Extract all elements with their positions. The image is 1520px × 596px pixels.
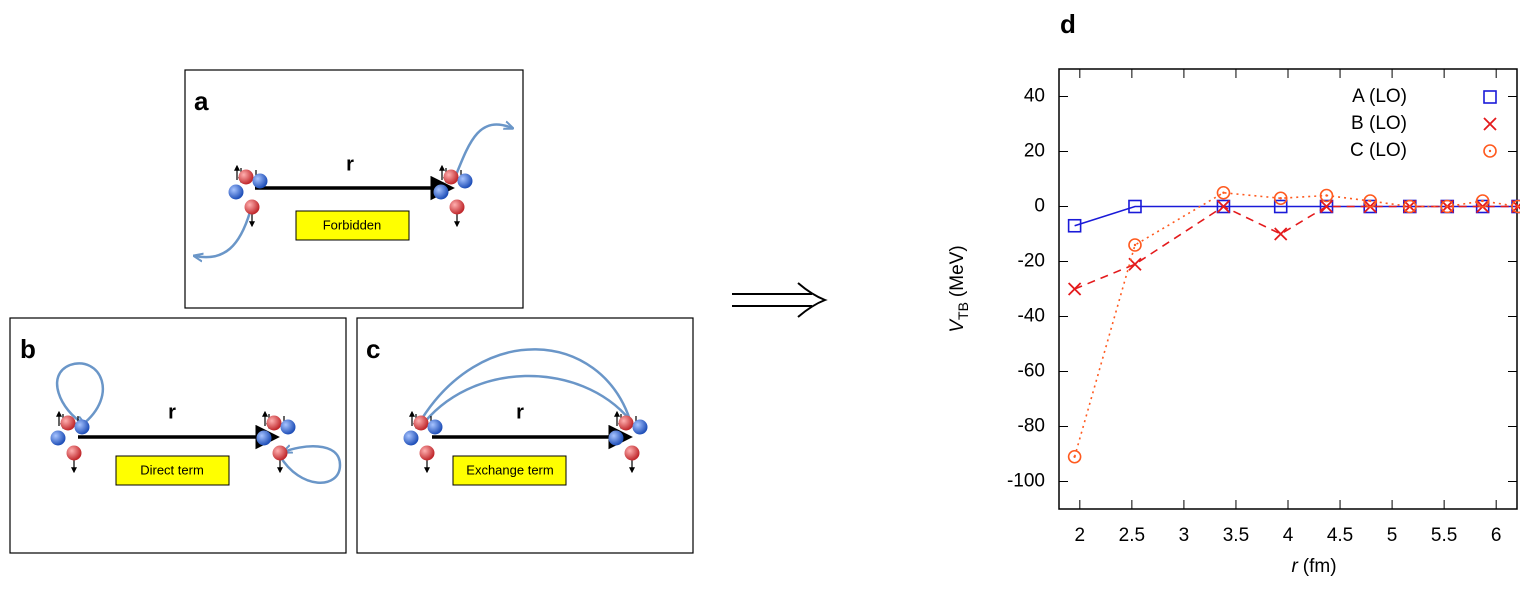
point-dot [1222,192,1224,194]
y-tick-label: 0 [1034,196,1045,217]
point-dot [1325,194,1327,196]
point [1069,283,1081,295]
x-tick-label: 5.5 [1431,525,1457,546]
nucleon-cluster [404,412,443,472]
point-dot [1446,205,1448,207]
point-dot [1369,200,1371,202]
point-dot [1134,244,1136,246]
panel-label: c [366,334,380,364]
term-label: Forbidden [323,217,382,232]
y-axis-label: VTB(MeV) [947,245,971,332]
point-dot [1481,200,1483,202]
neutron [281,420,296,435]
point [1129,239,1141,251]
y-tick-label: 40 [1024,86,1045,107]
nucleon-cluster [434,166,473,226]
r-label: r [346,153,354,175]
point [1217,187,1229,199]
point-dot [1409,205,1411,207]
implies-arrow [732,283,825,317]
y-tick-label: -20 [1018,251,1045,272]
y-tick-label: -100 [1007,471,1045,492]
point [1069,451,1081,463]
legend-label: C (LO) [1350,140,1407,161]
hop-arrow [195,212,250,257]
point-dot [1280,197,1282,199]
y-label-unit: (MeV) [947,245,968,297]
x-tick-label: 5 [1387,525,1398,546]
hop-arrow [456,125,512,175]
neutron [633,420,648,435]
proton [420,446,435,461]
y-tick-label: -80 [1018,416,1045,437]
point [1484,118,1496,130]
proton [444,170,459,185]
panel-label: b [20,334,36,364]
proton [61,416,76,431]
nucleon-cluster [609,412,648,472]
neutron [257,431,272,446]
point-dot [1489,150,1491,152]
proton [67,446,82,461]
proton [450,200,465,215]
r-label: r [516,401,524,423]
x-tick-label: 2.5 [1119,525,1145,546]
neutron [75,420,90,435]
nucleon-cluster [257,412,296,472]
series-line [1075,193,1518,457]
x-axis-label: r(fm) [1291,556,1336,577]
neutron [609,431,624,446]
y-tick-label: -40 [1018,306,1045,327]
chart-title: d [1060,9,1076,39]
x-tick-label: 2 [1075,525,1086,546]
point-dot [1073,456,1075,458]
point [1484,145,1496,157]
point [1484,91,1496,103]
chart: d -100 -80 -60 -40 -20 0 20 40 2 2.5 3 3.5 4 4.5 5 5.5 6 r… [947,9,1520,577]
x-label-symbol: r [1291,556,1298,577]
x-tick-label: 4.5 [1327,525,1353,546]
x-tick-label: 6 [1491,525,1502,546]
proton [625,446,640,461]
neutron [434,185,449,200]
proton [619,416,634,431]
x-label-unit: (fm) [1303,556,1337,577]
point-dot [1517,205,1519,207]
x-tick-label: 4 [1283,525,1294,546]
plot-frame [1059,69,1517,509]
nucleon-cluster [51,412,90,472]
hop-arrows [57,125,630,483]
hop-arrow [418,349,630,425]
point [1275,228,1287,240]
figure: a b c r r r Forbidden Direct term Exchan… [0,0,1520,591]
x-tick-label: 3.5 [1223,525,1249,546]
proton [414,416,429,431]
neutron [229,185,244,200]
y-tick-label: -60 [1018,361,1045,382]
legend-label: A (LO) [1352,86,1407,107]
hop-arrow [57,363,103,425]
neutron [458,174,473,189]
proton [273,446,288,461]
proton [245,200,260,215]
x-tick-label: 3 [1179,525,1190,546]
y-tick-label: 20 [1024,141,1045,162]
r-label: r [168,401,176,423]
panel-label: a [194,86,209,116]
point [1321,190,1333,202]
term-label: Direct term [140,462,204,477]
neutron [404,431,419,446]
proton [239,170,254,185]
legend-label: B (LO) [1351,113,1407,134]
neutron [428,420,443,435]
y-label-subscript: TB [955,302,971,320]
neutron [253,174,268,189]
term-label: Exchange term [466,462,553,477]
proton [267,416,282,431]
hop-arrow [280,446,340,482]
neutron [51,431,66,446]
